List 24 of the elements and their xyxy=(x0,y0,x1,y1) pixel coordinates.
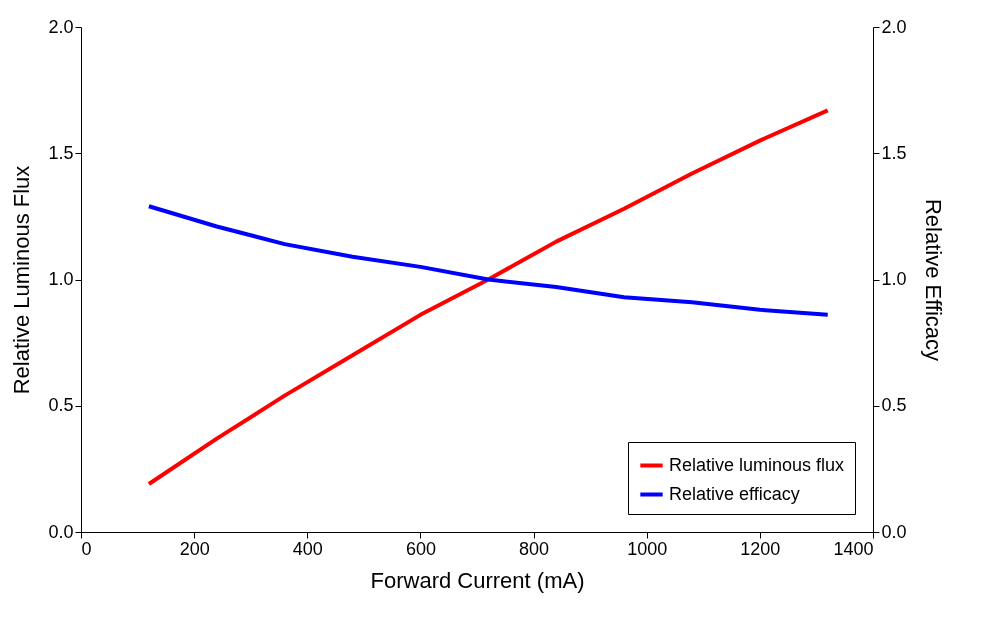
y2-tick-label: 2.0 xyxy=(881,16,907,37)
legend-label: Relative efficacy xyxy=(669,483,800,504)
y-tick-label: 1.5 xyxy=(48,142,74,163)
line-series xyxy=(146,204,830,317)
x-tick-label: 1200 xyxy=(740,538,781,559)
x-tick-label: 1400 xyxy=(833,538,874,559)
y-axis-title: Relative Luminous Flux xyxy=(9,165,35,395)
legend-label: Relative luminous flux xyxy=(669,454,845,475)
y2-tick-label: 0.0 xyxy=(881,521,907,542)
x-tick-label: 600 xyxy=(405,538,436,559)
y2-axis-title: Relative Efficacy xyxy=(920,198,946,362)
y-tick-label: 2.0 xyxy=(48,16,74,37)
y2-tick-label: 1.0 xyxy=(881,269,907,289)
y-tick-label: 1.0 xyxy=(48,269,74,289)
x-tick-label: 0 xyxy=(81,538,92,559)
y2-tick-label: 1.5 xyxy=(881,142,907,163)
x-tick-label: 400 xyxy=(292,538,323,559)
y-tick-label: 0.5 xyxy=(48,395,74,416)
x-tick-label: 800 xyxy=(519,538,550,559)
x-tick-label: 200 xyxy=(179,538,210,559)
y-tick-label: 0.0 xyxy=(48,521,74,542)
x-tick-label: 1000 xyxy=(627,538,668,559)
x-axis-title: Forward Current (mA) xyxy=(370,567,585,593)
y2-tick-label: 0.5 xyxy=(881,395,907,416)
